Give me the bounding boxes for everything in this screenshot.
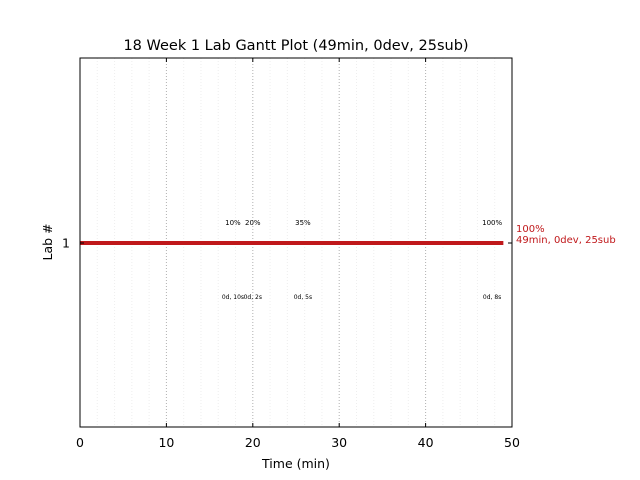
y-axis-label: Lab # <box>40 223 55 260</box>
lane-end-percent-label: 100% <box>516 224 545 235</box>
x-tick-label: 40 <box>418 435 434 450</box>
x-tick-label: 20 <box>245 435 261 450</box>
x-tick-label: 10 <box>158 435 174 450</box>
chart-title: 18 Week 1 Lab Gantt Plot (49min, 0dev, 2… <box>123 38 468 54</box>
lane-end-summary-label: 49min, 0dev, 25sub <box>516 235 616 246</box>
milestone-percent-label: 35% <box>295 219 311 227</box>
milestone-detail-label: 0d, 2s <box>244 294 262 301</box>
x-tick-label: 50 <box>504 435 520 450</box>
milestone-percent-label: 100% <box>482 219 502 227</box>
x-axis-label: Time (min) <box>261 456 330 471</box>
milestone-detail-label: 0d, 10s <box>222 294 244 301</box>
y-axis-ticks: 1 <box>62 236 512 251</box>
milestone-annotations: 10% 0d, 10s 20% 0d, 2s 35% 0d, 5s 100% 0d, 8s 10… <box>222 219 616 301</box>
x-axis-ticks: 0 10 20 30 40 50 <box>76 58 520 450</box>
y-tick-label: 1 <box>62 236 70 251</box>
milestone-detail-label: 0d, 8s <box>483 294 501 301</box>
milestone-percent-label: 10% <box>225 219 241 227</box>
x-tick-label: 30 <box>331 435 347 450</box>
milestone-percent-label: 20% <box>245 219 261 227</box>
x-tick-label: 0 <box>76 435 84 450</box>
milestone-detail-label: 0d, 5s <box>294 294 312 301</box>
